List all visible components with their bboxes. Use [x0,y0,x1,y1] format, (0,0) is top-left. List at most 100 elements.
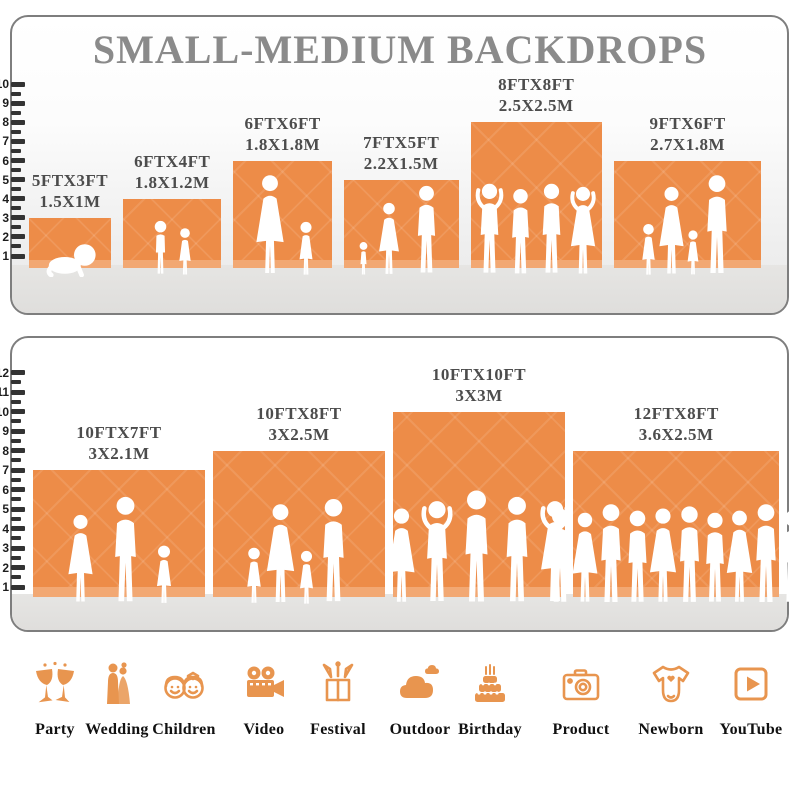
ruler-number: 10 [0,404,9,419]
ruler-number: 3 [2,541,9,555]
ruler-number: 12 [0,365,9,380]
person-silhouette-man [695,173,739,277]
category-label: Video [243,721,285,738]
person-silhouette-woman [373,201,405,277]
category-item-birthday: Birthday [435,660,545,739]
ruler-tick-minor [11,399,21,404]
ruler-tick-minor [11,477,21,482]
person-silhouette-woman [652,185,691,277]
person-silhouette-man-up [470,181,510,277]
ruler-tick-major [11,370,25,375]
backdrop-label: 8FTX8FT 2.5X2.5M [498,74,574,116]
category-item-party: Party [0,660,110,739]
person-silhouette-man [494,494,541,606]
ruler-tick-minor [11,129,21,134]
backdrop-label: 9FTX6FT 2.7X1.8M [649,113,725,155]
backdrop-label: 10FTX8FT 3X2.5M [256,403,341,445]
category-item-children: Children [129,660,239,739]
person-silhouette-girl [242,546,267,606]
person-silhouette-man [744,502,788,606]
ruler-tick-major [11,526,25,531]
person-silhouette-girl [295,550,319,606]
backdrop-size-m: 3.6X2.5M [638,424,714,444]
person-silhouette-man [539,506,581,606]
ruler-tick-major [11,177,25,183]
person-silhouette-woman [719,508,760,606]
ruler-tick-minor [11,225,21,230]
wedding-icon [93,660,141,708]
ruler-tick-major [11,584,25,590]
person-silhouette-man [452,488,502,606]
person-silhouette-man [589,502,633,606]
festival-icon [314,660,362,708]
product-icon [557,660,605,708]
backdrop-base-strip [470,259,602,268]
children-icon [160,660,208,708]
backdrop-base-strip [343,259,459,268]
ruler-tick-major [11,119,25,125]
backdrop-base-strip [613,260,762,268]
ruler-tick-major [11,253,25,259]
ruler-tick-minor [11,168,21,172]
category-item-wedding: Wedding [62,660,172,739]
backdrop-size-ft: 6FTX4FT [134,151,211,171]
person-silhouette-man [407,183,446,277]
category-item-outdoor: Outdoor [365,660,475,739]
backdrop-size-m: 3X2.5M [268,424,330,444]
backdrop-size-ft: 5FTX3FT [31,170,109,190]
ruler-number: 2 [2,560,9,575]
category-label: Outdoor [389,721,451,738]
ruler-tick-minor [11,206,21,211]
backdrop-base-strip [573,587,780,597]
people-group [242,496,357,606]
ruler-number: 2 [2,229,9,244]
ruler-number: 10 [0,77,9,92]
newborn-icon [647,660,695,708]
backdrop-size-ft: 10FTX8FT [256,403,342,423]
ruler-tick-major [11,215,25,221]
ruler-tick-minor [11,536,21,541]
ruler-tick-minor [11,419,21,424]
people-group [539,502,800,606]
ruler-number: 11 [0,385,9,399]
backdrop-label: 10FTX7FT 3X2.1M [76,422,161,464]
ruler-number: 9 [2,424,9,438]
person-silhouette-man [532,181,572,277]
ruler-tick-minor [11,575,21,580]
person-silhouette-toddler [356,241,371,277]
ruler-tick-minor [11,555,21,560]
person-silhouette-girl [175,227,196,277]
backdrop-rect [613,160,762,268]
backdrop-size-ft: 6FTX6FT [244,113,321,133]
person-silhouette-man [668,504,711,606]
ruler-tick-major [11,448,25,453]
youtube-icon [727,660,775,708]
person-silhouette-baby [40,239,100,278]
ruler-number: 9 [2,96,9,111]
ruler-tick-minor [11,516,21,521]
category-label: Birthday [458,721,522,738]
outdoor-icon [396,660,444,708]
ruler-tick-major [11,487,25,492]
ruler-tick-minor [11,91,21,96]
people-group [470,181,603,277]
ruler-number: 3 [2,210,9,225]
person-silhouette-girl [637,223,660,277]
category-item-newborn: Newborn [616,660,726,739]
people-group [61,494,177,606]
category-label: Wedding [85,721,149,738]
backdrop-rect [233,160,332,268]
backdrop-size-ft: 10FTX7FT [76,423,162,442]
ruler-number: 7 [2,463,9,477]
people-group [637,173,739,277]
backdrop-rect [573,450,780,597]
ruler-tick-major [11,409,25,414]
people-group [40,239,100,278]
backdrop-base-strip [123,259,222,268]
backdrop-size-m: 3X3M [455,385,503,405]
backdrop-size-m: 1.8X1.8M [245,134,321,154]
ruler-number: 8 [2,115,9,130]
people-group [149,219,196,277]
ruler-number: 6 [2,482,9,497]
